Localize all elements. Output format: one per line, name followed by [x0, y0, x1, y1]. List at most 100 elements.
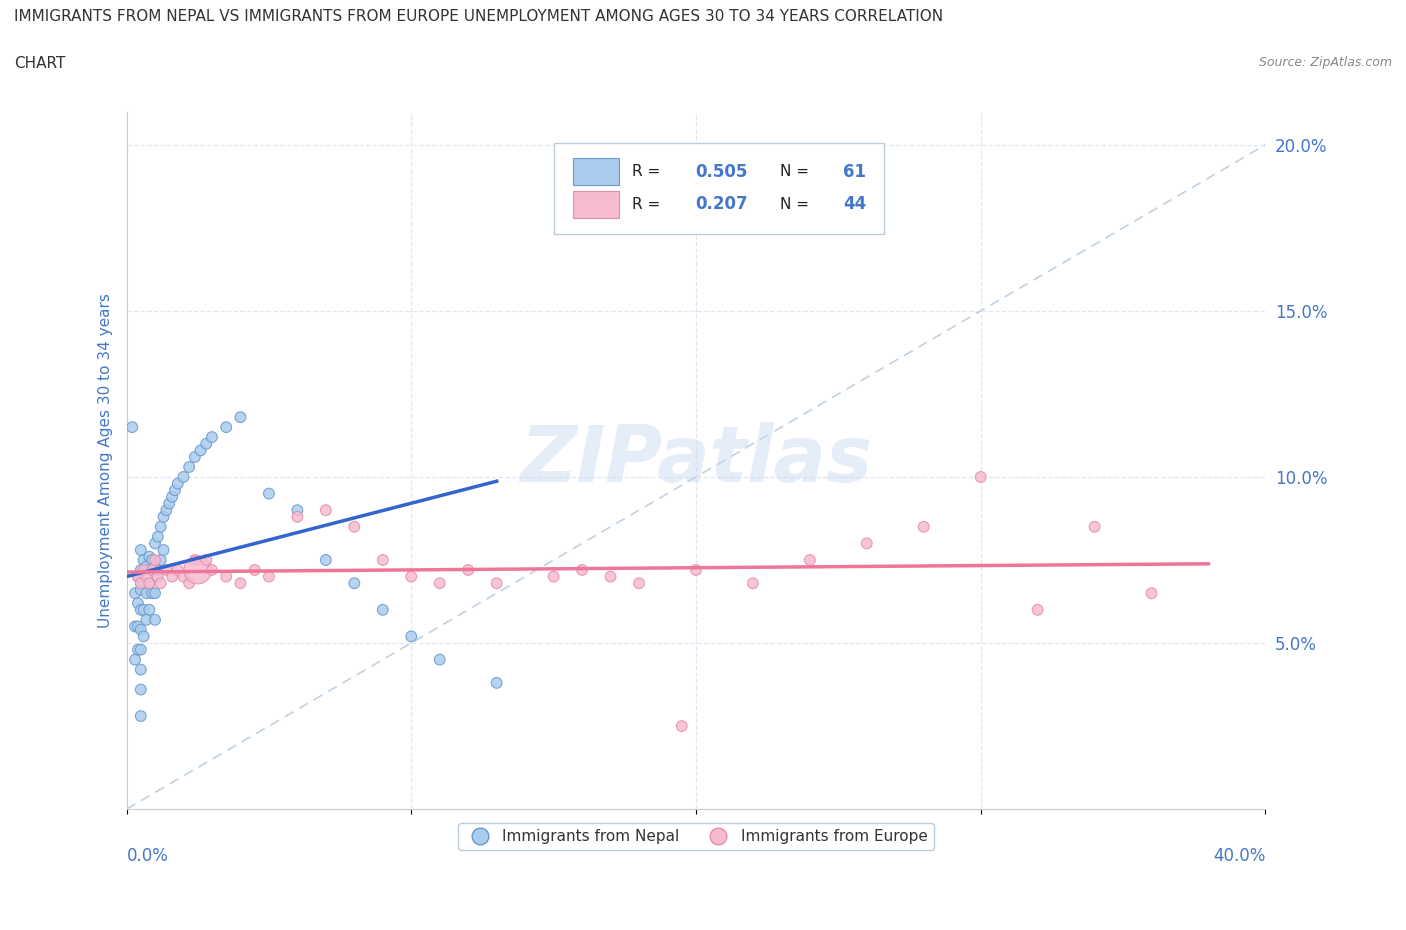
Text: R =: R = [633, 164, 665, 179]
Point [129, 662, 152, 677]
Point [127, 569, 149, 584]
Point [138, 550, 160, 565]
Point [429, 652, 451, 667]
Point [127, 643, 149, 658]
Point [571, 563, 593, 578]
Point [628, 576, 651, 591]
Point [160, 489, 183, 504]
Point [187, 563, 209, 578]
Point [229, 576, 252, 591]
Point [799, 552, 821, 567]
Point [166, 563, 188, 578]
Point [179, 576, 201, 591]
Point [543, 569, 565, 584]
Point [1026, 603, 1049, 618]
Point [132, 576, 155, 591]
Point [287, 510, 309, 525]
Point [132, 603, 155, 618]
Point [143, 612, 166, 627]
Point [135, 586, 157, 601]
Point [129, 622, 152, 637]
Point [152, 542, 174, 557]
Point [124, 652, 146, 667]
Point [155, 563, 177, 578]
Point [201, 563, 224, 578]
Point [163, 483, 186, 498]
Text: 61: 61 [842, 163, 866, 180]
Point [184, 449, 207, 464]
Point [146, 563, 169, 578]
Point [970, 470, 993, 485]
Point [229, 410, 252, 425]
Text: 0.207: 0.207 [695, 195, 748, 213]
Point [124, 619, 146, 634]
Text: R =: R = [633, 197, 665, 212]
Point [243, 563, 266, 578]
Point [149, 576, 172, 591]
Point [143, 552, 166, 567]
Point [215, 569, 238, 584]
Point [401, 569, 423, 584]
Text: 44: 44 [842, 195, 866, 213]
Point [129, 709, 152, 724]
Point [129, 682, 152, 697]
Point [215, 419, 238, 434]
Text: 0.0%: 0.0% [127, 847, 169, 866]
Text: 0.505: 0.505 [695, 163, 747, 180]
Point [201, 430, 224, 445]
Point [149, 519, 172, 534]
Point [855, 536, 877, 551]
Point [138, 603, 160, 618]
Point [671, 719, 693, 734]
Point [315, 503, 337, 518]
Point [343, 519, 366, 534]
Point [129, 576, 152, 591]
Point [146, 569, 169, 584]
Point [141, 586, 163, 601]
Point [371, 552, 394, 567]
FancyBboxPatch shape [574, 158, 619, 185]
Point [124, 586, 146, 601]
Point [129, 563, 152, 578]
Point [160, 569, 183, 584]
Point [485, 576, 508, 591]
Point [129, 603, 152, 618]
Point [457, 563, 479, 578]
Point [129, 582, 152, 597]
Text: N =: N = [780, 164, 814, 179]
Point [257, 486, 280, 501]
Point [184, 552, 207, 567]
Point [132, 629, 155, 644]
Point [146, 529, 169, 544]
Point [195, 436, 218, 451]
Point [315, 552, 337, 567]
FancyBboxPatch shape [574, 192, 619, 218]
Point [912, 519, 935, 534]
Point [371, 603, 394, 618]
Text: N =: N = [780, 197, 814, 212]
Point [121, 419, 143, 434]
Point [127, 596, 149, 611]
Point [401, 629, 423, 644]
Point [485, 675, 508, 690]
Text: ZIPatlas: ZIPatlas [520, 422, 872, 498]
Point [132, 563, 155, 578]
Point [172, 470, 194, 485]
Point [143, 559, 166, 574]
Text: 40.0%: 40.0% [1213, 847, 1265, 866]
Point [257, 569, 280, 584]
Point [429, 576, 451, 591]
Point [190, 443, 212, 458]
Point [1140, 586, 1163, 601]
Point [143, 536, 166, 551]
Point [129, 643, 152, 658]
Point [135, 559, 157, 574]
Legend: Immigrants from Nepal, Immigrants from Europe: Immigrants from Nepal, Immigrants from E… [458, 823, 934, 850]
Point [135, 612, 157, 627]
Point [195, 552, 218, 567]
Point [1084, 519, 1107, 534]
Point [599, 569, 621, 584]
Point [157, 496, 180, 511]
Point [172, 569, 194, 584]
Point [343, 576, 366, 591]
